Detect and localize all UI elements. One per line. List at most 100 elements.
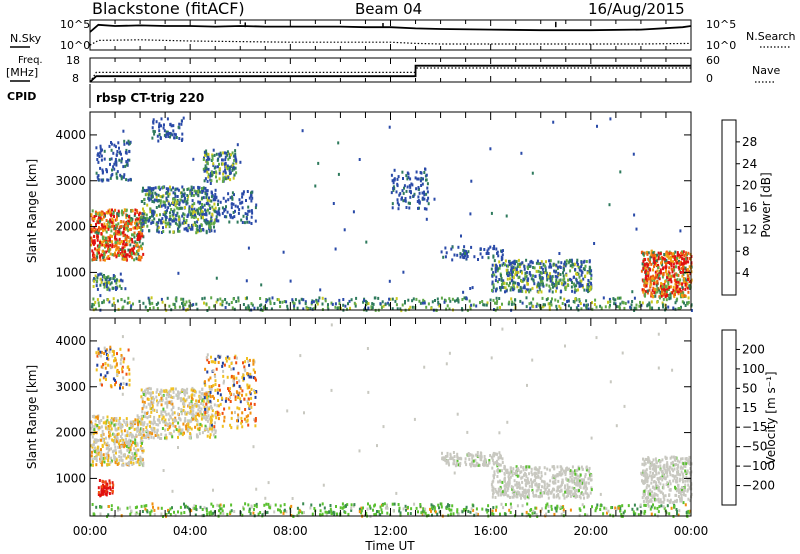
scatter-cell xyxy=(580,307,583,311)
scatter-cell xyxy=(173,217,175,221)
scatter-cell xyxy=(139,441,142,444)
scatter-cell xyxy=(163,129,166,133)
scatter-cell xyxy=(207,167,210,171)
scatter-cell xyxy=(250,193,253,197)
scatter-cell xyxy=(218,211,221,215)
scatter-cell xyxy=(676,256,678,260)
scatter-cell xyxy=(344,304,347,308)
scatter-cell xyxy=(665,262,667,266)
scatter-cell xyxy=(190,388,193,392)
scatter-cell xyxy=(208,427,211,431)
scatter-cell xyxy=(647,277,650,281)
scatter-cell xyxy=(599,304,602,308)
scatter-cell xyxy=(113,143,116,147)
scatter-cell xyxy=(662,273,665,277)
scatter-cell xyxy=(206,158,209,161)
scatter-cell xyxy=(670,280,673,284)
scatter-cell xyxy=(580,263,583,266)
scatter-cell xyxy=(242,214,245,218)
scatter-cell xyxy=(198,390,201,394)
scatter-cell xyxy=(682,291,685,295)
scatter-cell xyxy=(217,219,220,223)
scatter-cell xyxy=(415,297,418,301)
scatter-cell xyxy=(567,278,570,282)
scatter-cell xyxy=(206,410,209,414)
scatter-cell xyxy=(675,299,678,303)
scatter-cell xyxy=(338,298,341,302)
scatter-cell xyxy=(427,202,430,206)
scatter-cell xyxy=(346,307,348,311)
scatter-cell xyxy=(192,193,195,197)
scatter-cell xyxy=(538,303,541,307)
scatter-cell xyxy=(115,223,118,227)
scatter-cell xyxy=(196,419,199,423)
scatter-cell xyxy=(675,288,678,292)
scatter-cell xyxy=(291,298,294,302)
scatter-cell xyxy=(268,297,271,301)
scatter-cell xyxy=(446,304,449,308)
scatter-cell xyxy=(150,189,153,193)
scatter-cell xyxy=(393,178,396,182)
scatter-cell xyxy=(141,234,144,238)
scatter-cell xyxy=(149,210,152,214)
scatter-cell xyxy=(102,416,105,420)
scatter-cell xyxy=(158,199,161,203)
scatter-cell xyxy=(208,407,211,411)
scatter-cell xyxy=(262,306,265,309)
scatter-cell xyxy=(91,228,94,232)
scatter-cell xyxy=(129,445,132,449)
scatter-cell xyxy=(112,165,115,169)
scatter-cell xyxy=(197,404,200,408)
scatter-cell xyxy=(211,205,214,209)
scatter-cell xyxy=(185,202,188,206)
scatter-cell xyxy=(150,421,153,425)
scatter-cell xyxy=(524,290,527,294)
scatter-cell xyxy=(117,422,120,426)
freq-label: Freq. xyxy=(18,55,43,66)
scatter-cell xyxy=(525,481,528,485)
scatter-cell xyxy=(115,362,118,366)
scatter-cell xyxy=(119,382,122,386)
scatter-cell xyxy=(201,413,204,417)
scatter-cell xyxy=(132,441,134,444)
scatter-cell xyxy=(141,439,144,443)
scatter-cell xyxy=(144,220,147,224)
scatter-cell xyxy=(183,227,186,231)
scatter-cell xyxy=(117,249,120,253)
scatter-cell xyxy=(486,249,489,253)
scatter-cell xyxy=(564,473,567,477)
scatter-cell xyxy=(444,459,447,463)
scatter-cell xyxy=(445,307,448,311)
scatter-cell xyxy=(102,275,105,279)
scatter-cell xyxy=(493,247,495,251)
scatter-cell xyxy=(165,224,167,228)
scatter-cell xyxy=(507,302,510,306)
scatter-cell xyxy=(186,214,189,218)
scatter-cell xyxy=(158,421,161,425)
scatter-cell xyxy=(286,307,289,311)
scatter-cell xyxy=(327,303,329,307)
scatter-cell xyxy=(654,291,657,295)
scatter-cell xyxy=(140,422,143,426)
scatter-cell xyxy=(208,229,211,233)
scatter-cell xyxy=(210,387,213,391)
scatter-cell xyxy=(108,350,111,354)
scatter-cell xyxy=(512,266,515,269)
scatter-cell xyxy=(130,217,133,220)
scatter-cell xyxy=(523,491,526,495)
scatter-cell xyxy=(683,294,686,298)
scatter-cell xyxy=(92,253,94,257)
scatter-cell xyxy=(451,245,454,249)
scatter-cell xyxy=(130,432,133,436)
scatter-cell xyxy=(121,213,124,217)
scatter-cell xyxy=(142,414,145,418)
scatter-cell xyxy=(553,269,556,273)
scatter-cell xyxy=(237,211,240,215)
scatter-cell xyxy=(490,211,493,215)
scatter-cell xyxy=(174,425,177,429)
scatter-cell xyxy=(648,303,651,307)
scatter-cell xyxy=(567,284,570,287)
scatter-cell xyxy=(112,151,115,155)
scatter-cell xyxy=(150,401,153,405)
scatter-cell xyxy=(651,275,654,279)
